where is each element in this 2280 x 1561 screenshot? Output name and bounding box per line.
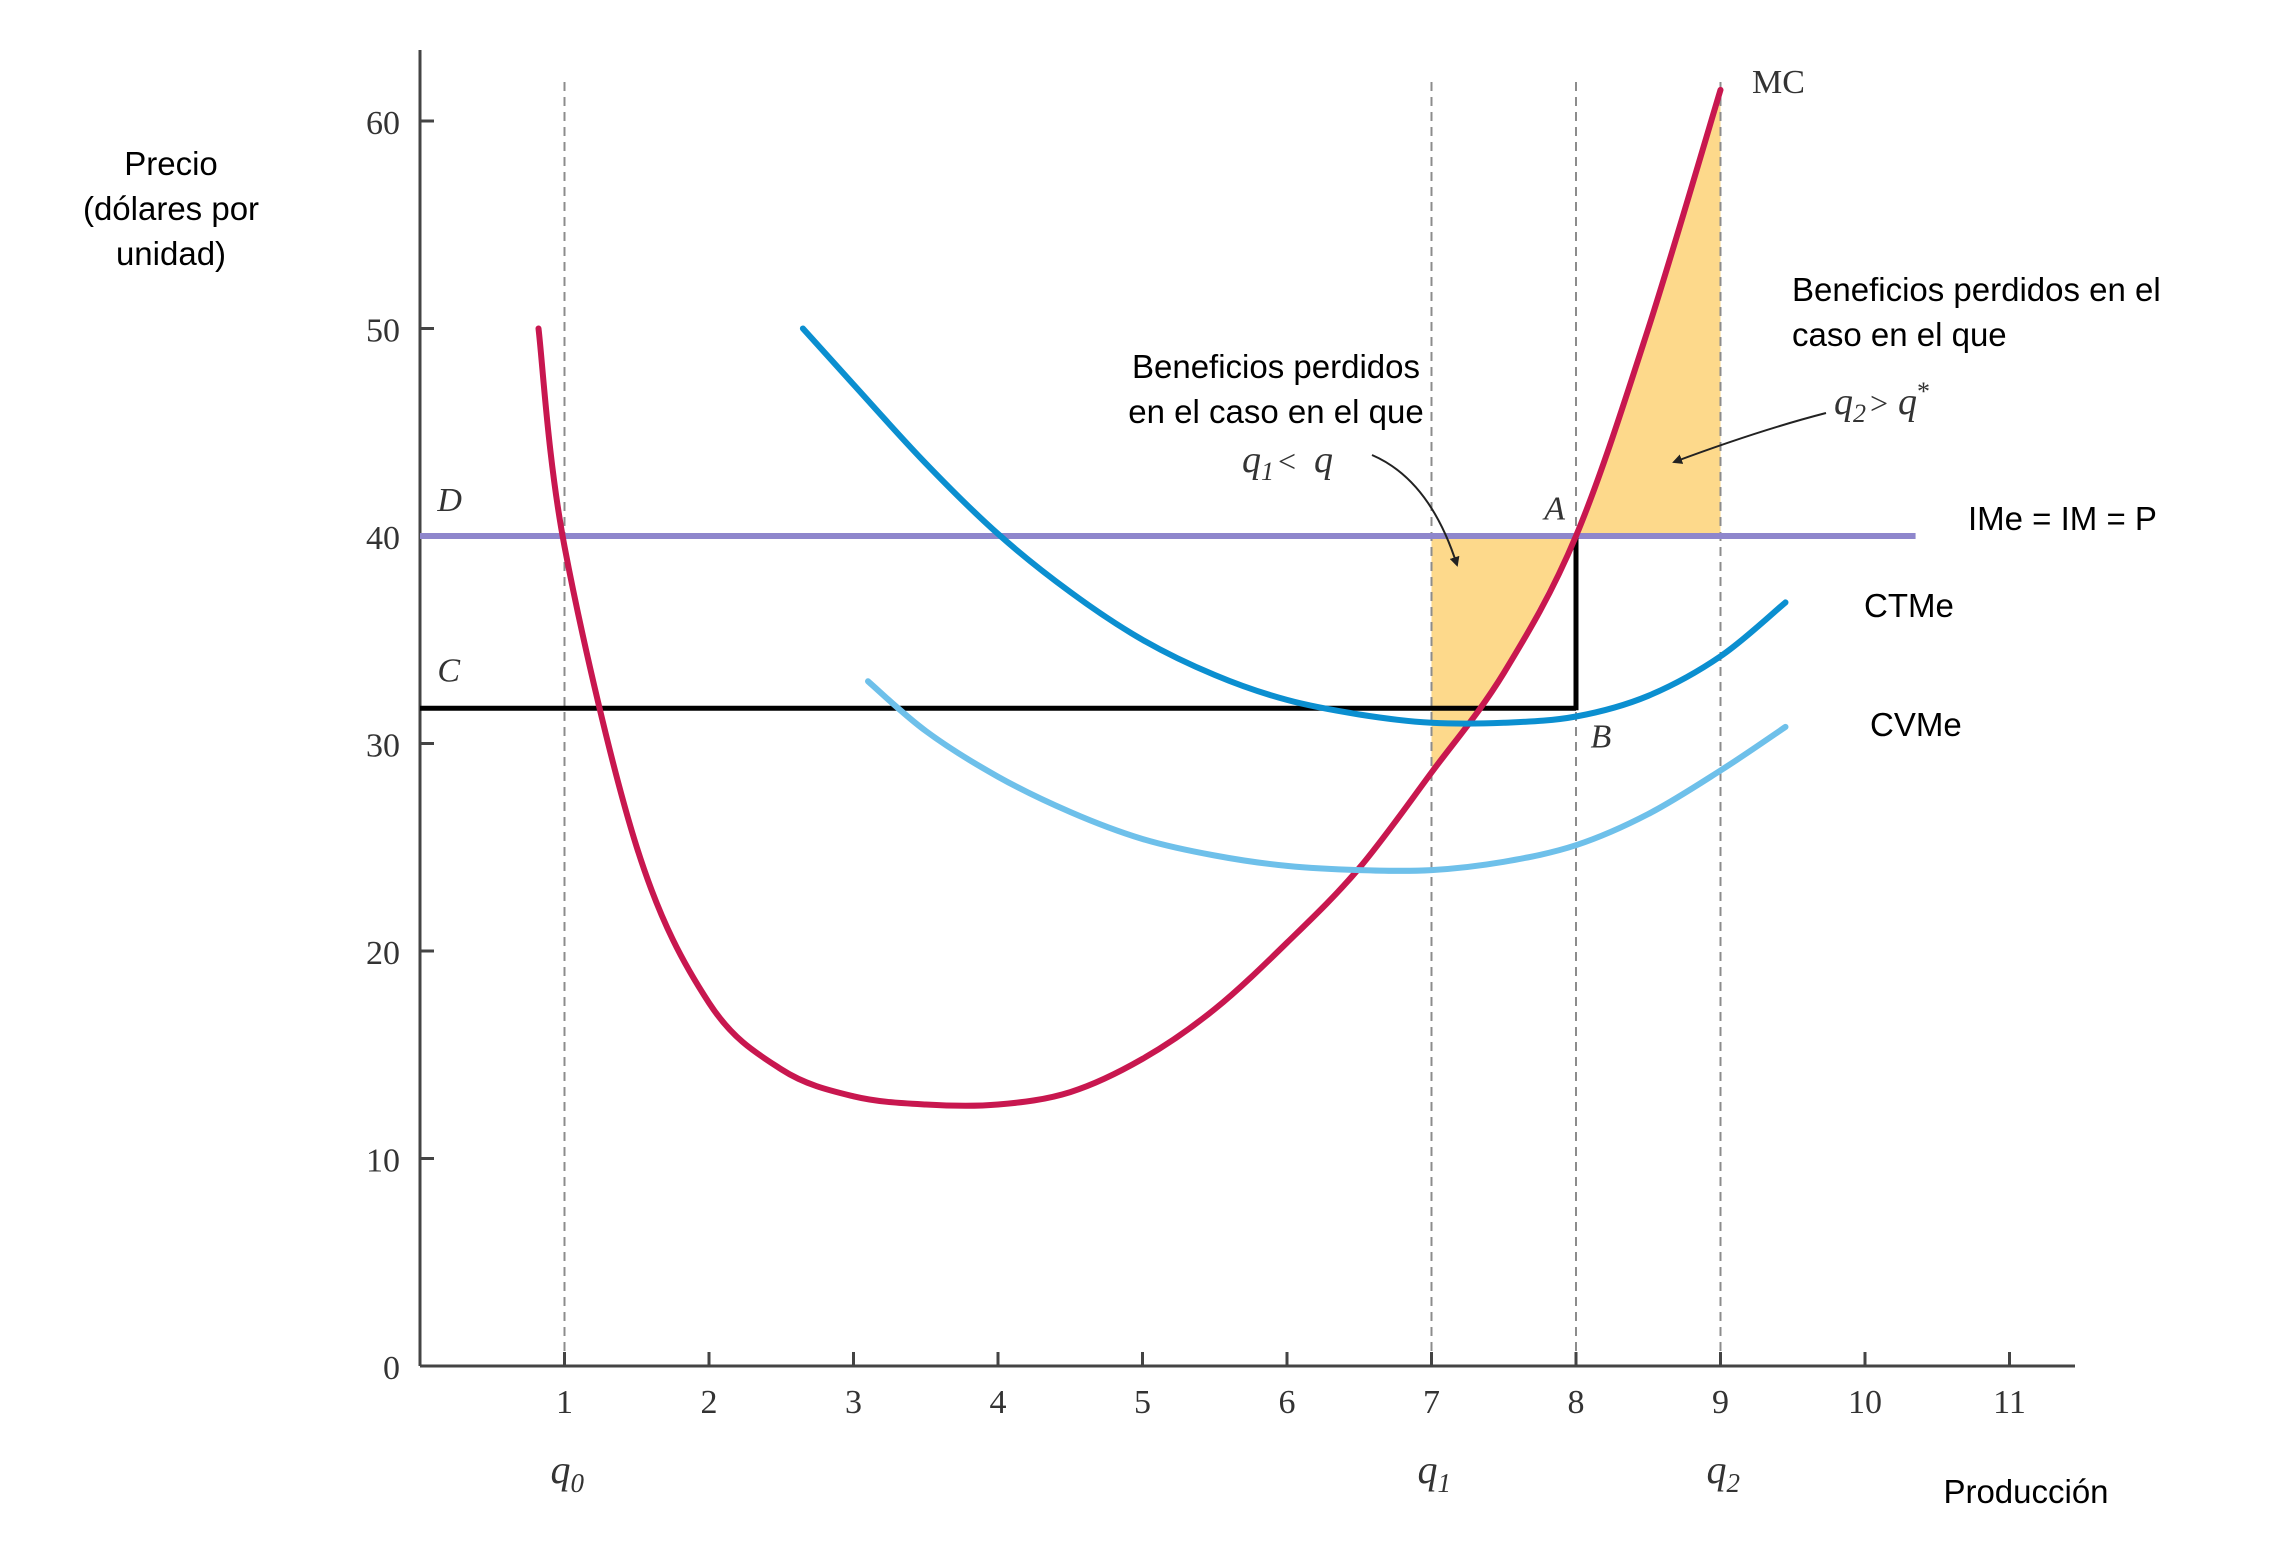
horizontal-lines-layer <box>420 533 1916 711</box>
x-tick-label-10: 10 <box>1848 1384 1882 1421</box>
shaded-regions-layer <box>1431 89 1721 773</box>
annotation-2-operator: > <box>1870 385 1888 421</box>
x-tick-label-5: 5 <box>1134 1384 1151 1421</box>
quantity-label-q1: q1 <box>1418 1447 1452 1498</box>
annotation-1-line-1: Beneficios perdidos <box>1132 348 1420 385</box>
axes-layer: 0 10 20 30 40 50 60 1 2 3 4 5 6 7 8 9 10 11 <box>366 50 2075 1421</box>
annotation-1-q: q <box>1314 439 1333 481</box>
curves-layer <box>535 86 1789 1109</box>
quantity-label-sub: 0 <box>571 1468 585 1498</box>
annotation-2-line-2: caso en el que <box>1792 316 2007 353</box>
mc-curve <box>535 86 1724 1109</box>
annotation-2-q2: q <box>1834 381 1853 423</box>
y-tick-label-0: 0 <box>383 1350 400 1387</box>
quantity-label-base: q <box>1418 1447 1438 1492</box>
mc-curve-label: MC <box>1752 64 1805 101</box>
annotation-2-arrow <box>1672 412 1827 464</box>
y-axis-label-line-3: unidad) <box>116 235 226 272</box>
guide-lines-layer <box>563 79 1722 1366</box>
quantity-label-q2: q2 <box>1707 1447 1741 1498</box>
quantity-label-q0: q0 <box>551 1447 585 1498</box>
x-tick-label-2: 2 <box>701 1384 718 1421</box>
y-tick-label-10: 10 <box>366 1143 400 1180</box>
cvme-curve <box>865 678 1789 874</box>
ctme-curve <box>799 325 1789 727</box>
point-label-A: A <box>1542 490 1565 527</box>
y-axis-label-line-1: Precio <box>124 145 218 182</box>
ctme-curve-label: CTMe <box>1864 587 1954 624</box>
x-axis-label: Producción <box>1943 1473 2108 1510</box>
x-tick-label-4: 4 <box>990 1384 1007 1421</box>
x-tick-label-6: 6 <box>1279 1384 1296 1421</box>
annotation-1-q1-sub: 1 <box>1261 457 1274 486</box>
y-tick-label-50: 50 <box>366 313 400 350</box>
price-line-label: IMe = IM = P <box>1968 500 2157 537</box>
quantity-label-base: q <box>551 1447 571 1492</box>
x-tick-label-1: 1 <box>556 1384 573 1421</box>
annotation-2-q: q <box>1898 381 1917 423</box>
cvme-curve-label: CVMe <box>1870 706 1962 743</box>
x-tick-label-8: 8 <box>1568 1384 1585 1421</box>
shaded-region-1 <box>1431 536 1576 773</box>
annotation-2-star: * <box>1917 377 1930 406</box>
x-tick-label-3: 3 <box>845 1384 862 1421</box>
annotation-1-q1: q <box>1242 439 1261 481</box>
y-tick-label-30: 30 <box>366 728 400 765</box>
point-label-C: C <box>437 652 460 689</box>
quantity-label-base: q <box>1707 1447 1727 1492</box>
point-label-D: D <box>436 482 462 519</box>
labels-layer: Precio (dólares por unidad) Producción M… <box>83 64 2161 1510</box>
annotation-1-operator: < <box>1278 443 1296 479</box>
y-tick-label-60: 60 <box>366 105 400 142</box>
y-axis-label-line-2: (dólares por <box>83 190 259 227</box>
shaded-region-2 <box>1576 89 1721 537</box>
annotation-2-q2-sub: 2 <box>1853 399 1866 428</box>
annotation-2-formula: q2 > q* <box>1834 377 1930 428</box>
quantity-label-sub: 1 <box>1438 1468 1452 1498</box>
annotation-2-line-1: Beneficios perdidos en el <box>1792 271 2161 308</box>
annotation-1-formula: q1 < q <box>1242 439 1333 486</box>
quantity-label-sub: 2 <box>1727 1468 1741 1498</box>
y-tick-label-20: 20 <box>366 935 400 972</box>
x-tick-label-9: 9 <box>1712 1384 1729 1421</box>
x-tick-label-11: 11 <box>1993 1384 2026 1421</box>
annotation-1-arrow <box>1371 454 1460 567</box>
annotation-1-line-2: en el caso en el que <box>1128 393 1423 430</box>
y-tick-label-40: 40 <box>366 520 400 557</box>
x-tick-label-7: 7 <box>1423 1384 1440 1421</box>
point-label-B: B <box>1590 719 1611 756</box>
